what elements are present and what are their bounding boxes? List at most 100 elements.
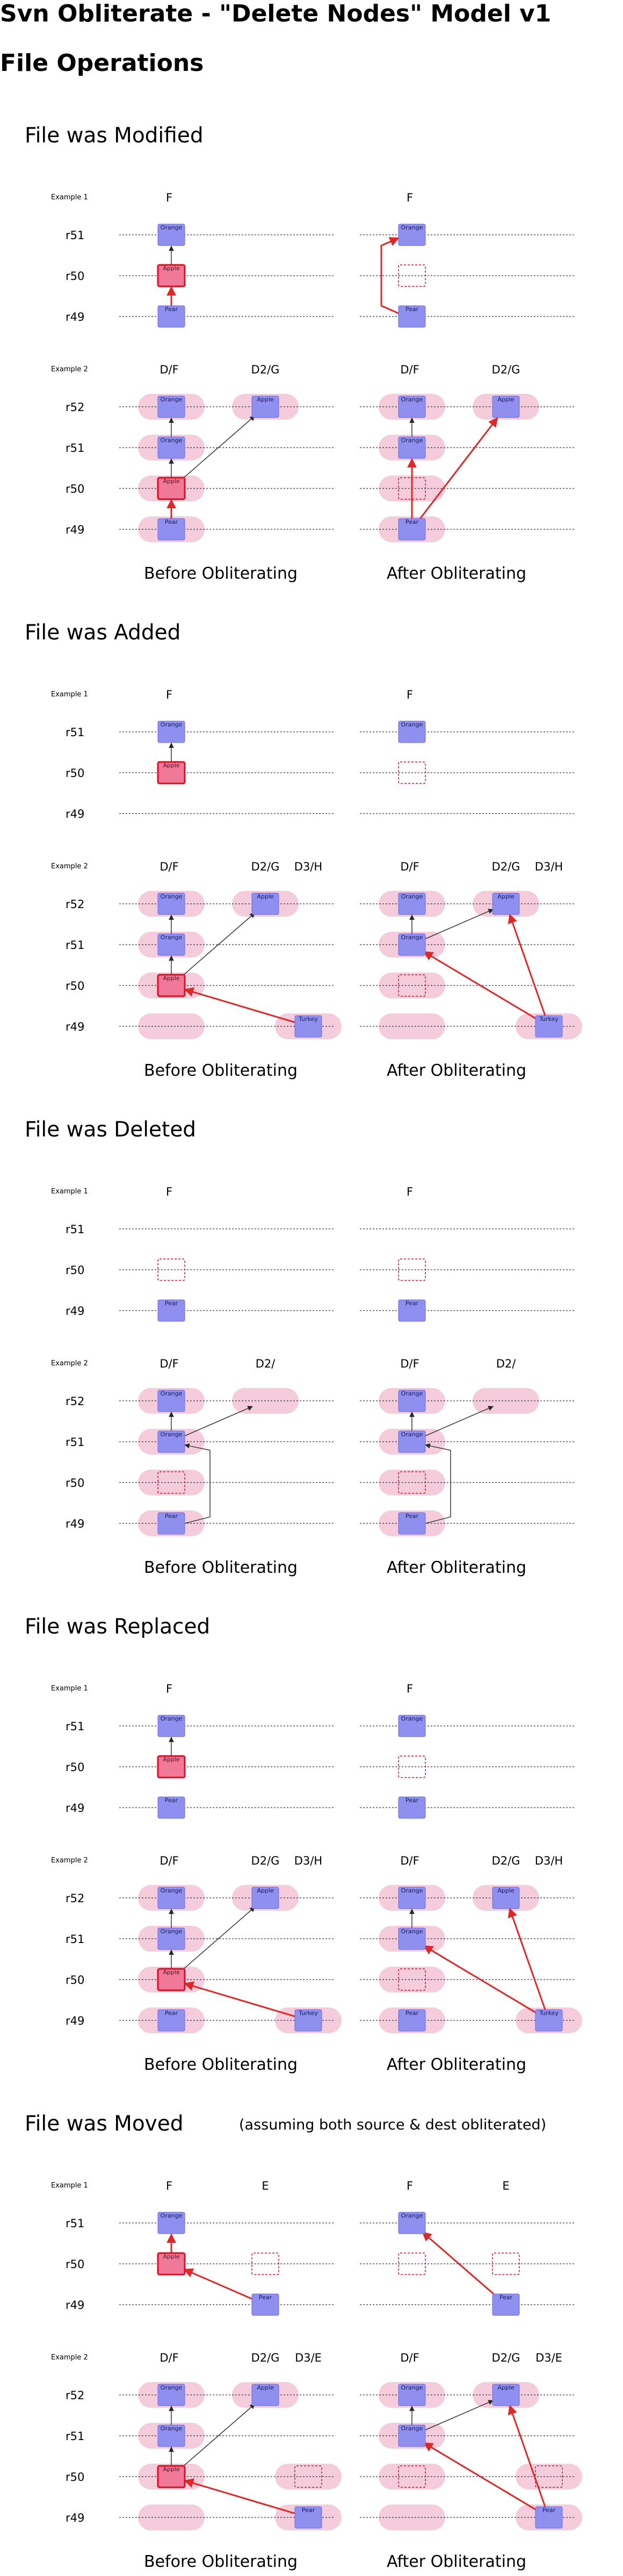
history-arrow-red	[184, 1981, 305, 2020]
node-label: Apple	[257, 2384, 274, 2391]
node-box	[251, 395, 279, 418]
node-box	[492, 2384, 520, 2406]
caption-after: After Obliterating	[387, 564, 526, 583]
node-box	[157, 1796, 185, 1819]
revision-label: r51	[66, 1223, 84, 1236]
path-label: D2/G	[251, 1854, 280, 1867]
section-title: File was Moved	[25, 2112, 184, 2136]
node-label: Pear	[165, 1300, 178, 1307]
history-arrow	[416, 909, 494, 944]
node-label: Orange	[161, 1431, 183, 1438]
path-label: F	[407, 191, 413, 204]
example-label: Example 2	[51, 2354, 88, 2362]
node-label: Orange	[401, 721, 423, 728]
path-label: D/F	[400, 1357, 419, 1370]
node-label: Orange	[161, 1715, 183, 1722]
node-box	[398, 1796, 426, 1819]
node-label: Pear	[259, 2294, 272, 2301]
obliterated-node-box	[157, 761, 186, 785]
node-box	[398, 2424, 426, 2447]
empty-node-box	[398, 1755, 426, 1778]
example-label: Example 1	[51, 1685, 88, 1693]
node-box	[535, 1015, 563, 1038]
path-label: D/F	[400, 363, 419, 376]
history-arrow-red	[423, 951, 546, 1025]
node-label: Pear	[405, 1797, 419, 1804]
empty-node-box	[157, 1258, 185, 1281]
path-band	[275, 2464, 342, 2489]
node-label: Orange	[401, 2425, 423, 2432]
node-label: Orange	[161, 1390, 183, 1397]
node-label: Orange	[401, 893, 423, 900]
node-box	[535, 2506, 563, 2529]
path-label: D3/H	[294, 1854, 322, 1867]
section-diagram: Example 1 r51 r50 r49 Orange Apple Pear F Orange…	[51, 1682, 582, 2033]
history-arrow-red	[414, 417, 498, 527]
revision-label: r52	[66, 1892, 84, 1905]
node-label: Apple	[497, 1887, 515, 1894]
node-label: Orange	[401, 934, 423, 941]
example-label: Example 2	[51, 365, 88, 373]
path-label: D2/G	[492, 2351, 520, 2364]
revision-label: r49	[66, 2512, 84, 2524]
node-box	[157, 2212, 185, 2234]
empty-node-box	[398, 1471, 426, 1494]
node-box	[157, 436, 185, 459]
history-arrow	[174, 415, 256, 486]
node-box	[398, 893, 426, 915]
node-box	[157, 933, 185, 956]
path-label: D/F	[160, 1854, 178, 1867]
node-box	[398, 1430, 426, 1453]
node-label: Orange	[401, 1928, 423, 1935]
path-label: F	[166, 191, 172, 204]
section-title: File was Replaced	[25, 1615, 211, 1639]
node-box	[251, 893, 279, 915]
section-diagram: Example 1 r51 r50 r49 Orange Apple Pear F Orange…	[51, 191, 575, 542]
empty-node-box	[398, 974, 426, 997]
node-label: Orange	[161, 893, 183, 900]
node-label: Orange	[161, 2425, 183, 2432]
revision-label: r52	[66, 1395, 84, 1408]
caption-before: Before Obliterating	[144, 1558, 298, 1577]
node-box	[398, 2212, 426, 2234]
revision-label: r52	[66, 401, 84, 414]
path-label: F	[166, 688, 172, 701]
path-label: D2/	[256, 1357, 276, 1370]
node-label: Pear	[165, 1797, 178, 1804]
history-arrow-red	[423, 2442, 546, 2516]
caption-before: Before Obliterating	[144, 564, 298, 583]
node-box	[157, 893, 185, 915]
node-box	[251, 1887, 279, 1909]
section-title: File was Added	[25, 621, 181, 645]
node-box	[398, 1715, 426, 1737]
history-arrow-red	[422, 2231, 503, 2302]
node-box	[251, 2384, 279, 2406]
node-label: Apple	[257, 1887, 274, 1894]
node-box	[492, 893, 520, 915]
section-diagram: Example 1 r51 r50 r49 Pear F Pear F Example 2 r52…	[51, 1185, 575, 1536]
section-diagram: Example 1 r51 r50 r49 Orange Apple Pear F E Orang…	[51, 2179, 582, 2530]
node-box	[492, 2293, 520, 2316]
node-box	[157, 1927, 185, 1950]
empty-node-box	[157, 1471, 185, 1494]
revision-label: r51	[66, 442, 84, 455]
example-label: Example 1	[51, 2182, 88, 2190]
example-label: Example 2	[51, 862, 88, 870]
page-title: Svn Obliterate - "Delete Nodes" Model v1	[0, 0, 552, 27]
node-box	[157, 305, 185, 328]
path-label: D2/	[496, 1357, 517, 1370]
path-label: F	[166, 1682, 172, 1695]
revision-label: r51	[66, 1436, 84, 1449]
node-label: Orange	[161, 224, 183, 231]
history-arrow-red	[184, 2478, 305, 2517]
node-label: Orange	[161, 396, 183, 403]
node-label: Pear	[165, 306, 178, 313]
node-box	[535, 2009, 563, 2032]
revision-label: r50	[66, 2258, 84, 2271]
history-arrow	[184, 1443, 211, 1524]
revision-label: r51	[66, 1933, 84, 1946]
node-box	[294, 2506, 322, 2529]
node-box	[398, 1887, 426, 1909]
node-label: Apple	[163, 1756, 180, 1763]
